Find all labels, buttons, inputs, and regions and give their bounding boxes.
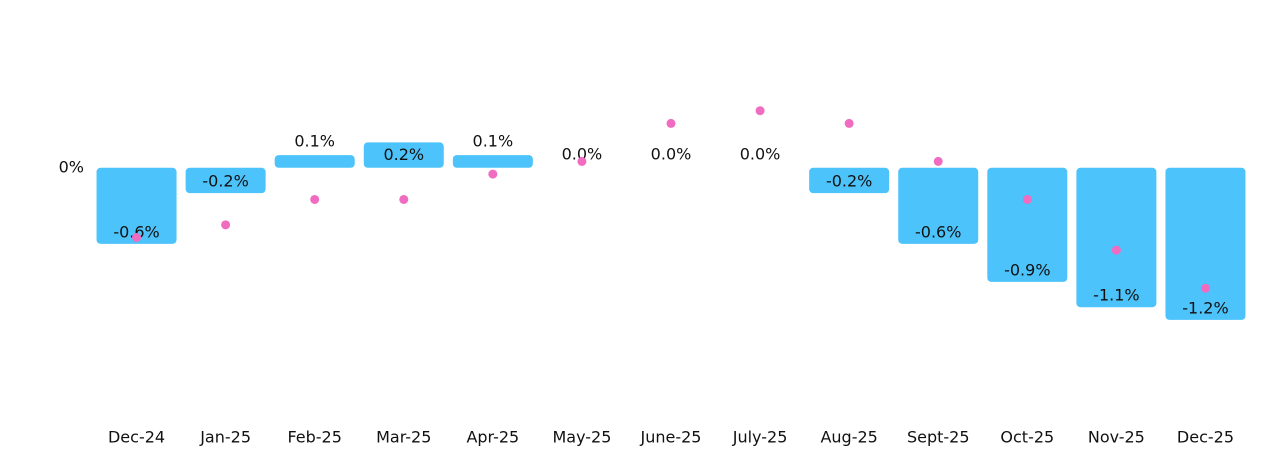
point [933,156,943,166]
x-tick-label: Nov-25 [1088,428,1145,447]
point [221,220,231,230]
x-tick-label: July-25 [732,428,788,447]
bar [809,167,890,194]
y-tick-label: 0% [59,157,84,176]
x-tick-label: May-25 [552,428,611,447]
point [399,194,409,204]
x-tick-label: Aug-25 [820,428,877,447]
bar [274,155,355,168]
point [577,156,587,166]
value-label: -1.1% [1093,286,1139,305]
point [1022,194,1032,204]
value-label: 0.2% [383,145,424,164]
bar [185,167,266,194]
x-tick-label: Dec-25 [1177,428,1234,447]
bar [1076,167,1157,308]
point [132,233,142,242]
x-tick-label: Sept-25 [907,428,970,447]
bar [1165,167,1246,320]
x-tick-label: Jan-25 [199,428,251,447]
value-label: -0.9% [1004,260,1050,279]
value-label: -0.2% [826,172,872,191]
bar [452,155,533,168]
x-tick-label: Dec-24 [108,428,165,447]
point [755,106,765,116]
value-label: -1.2% [1182,298,1228,317]
value-label: -0.2% [202,172,248,191]
value-label: 0.1% [294,132,335,151]
point [1200,283,1210,293]
x-tick-label: June-25 [640,428,702,447]
value-label: 0.0% [740,144,781,163]
value-label: -0.6% [915,222,961,241]
bar [987,167,1068,282]
bar [96,167,177,244]
bar [898,167,979,244]
point [488,169,498,179]
value-label: -0.6% [113,222,159,241]
point [310,194,320,204]
value-label: 0.1% [473,132,514,151]
x-tick-label: Feb-25 [287,428,341,447]
value-label: 0.0% [651,144,692,163]
x-tick-label: Oct-25 [1000,428,1054,447]
point [666,118,676,128]
bar [363,142,444,168]
value-label: 0.0% [562,144,603,163]
point [844,118,854,128]
point [1111,245,1121,255]
x-tick-label: Mar-25 [376,428,431,447]
x-tick-label: Apr-25 [466,428,519,447]
